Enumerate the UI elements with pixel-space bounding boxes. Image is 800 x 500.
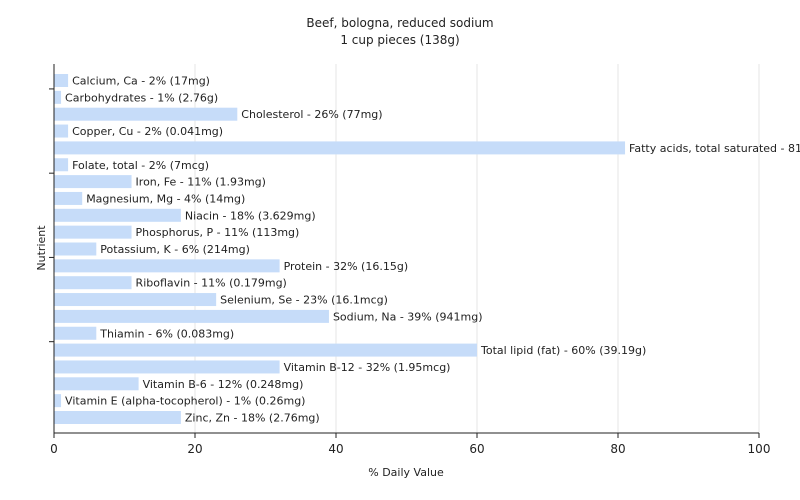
bar-label: Sodium, Na - 39% (941mg) bbox=[333, 310, 483, 323]
bar bbox=[54, 242, 97, 256]
bar-label: Zinc, Zn - 18% (2.76mg) bbox=[185, 412, 320, 425]
chart-subtitle: 1 cup pieces (138g) bbox=[340, 33, 459, 47]
x-tick-label: 40 bbox=[328, 442, 343, 456]
x-tick-label: 0 bbox=[50, 442, 58, 456]
bar bbox=[54, 191, 83, 205]
bar bbox=[54, 293, 217, 307]
bar-label: Potassium, K - 6% (214mg) bbox=[100, 243, 250, 256]
bar bbox=[54, 74, 69, 87]
x-tick-label: 80 bbox=[610, 442, 625, 456]
bar-label: Total lipid (fat) - 60% (39.19g) bbox=[480, 344, 646, 357]
bar-label: Riboflavin - 11% (0.179mg) bbox=[136, 277, 287, 290]
bar-label: Protein - 32% (16.15g) bbox=[284, 260, 409, 273]
bar-label: Magnesium, Mg - 4% (14mg) bbox=[86, 192, 245, 205]
x-axis-label: % Daily Value bbox=[368, 466, 444, 479]
bar-label: Selenium, Se - 23% (16.1mcg) bbox=[220, 294, 388, 307]
bar-label: Vitamin E (alpha-tocopherol) - 1% (0.26m… bbox=[65, 395, 305, 408]
bar bbox=[54, 411, 181, 424]
bar bbox=[54, 276, 132, 290]
y-axis-label: Nutrient bbox=[35, 225, 48, 271]
x-tick-label: 60 bbox=[469, 442, 484, 456]
bar bbox=[54, 377, 139, 391]
bar bbox=[54, 208, 181, 222]
bar-label: Cholesterol - 26% (77mg) bbox=[241, 108, 382, 121]
bar bbox=[54, 225, 132, 239]
bar-label: Niacin - 18% (3.629mg) bbox=[185, 209, 316, 222]
bar bbox=[54, 124, 69, 138]
y-axis-ticks bbox=[49, 88, 54, 343]
bars: Calcium, Ca - 2% (17mg) Carbohydrates - 1… bbox=[54, 74, 800, 425]
bar-label: Copper, Cu - 2% (0.041mg) bbox=[72, 125, 223, 138]
x-axis-ticks: 0 20 40 60 80 100 bbox=[50, 433, 770, 456]
bar bbox=[54, 309, 329, 323]
x-tick-label: 20 bbox=[187, 442, 202, 456]
bar bbox=[54, 394, 62, 408]
x-tick-label: 100 bbox=[748, 442, 771, 456]
bar bbox=[54, 360, 280, 374]
bar-label: Phosphorus, P - 11% (113mg) bbox=[136, 226, 300, 239]
bar-label: Vitamin B-6 - 12% (0.248mg) bbox=[143, 378, 304, 391]
bar bbox=[54, 175, 132, 189]
bar bbox=[54, 259, 280, 273]
bar bbox=[54, 326, 97, 340]
bar-label: Iron, Fe - 11% (1.93mg) bbox=[136, 176, 266, 189]
bar-label: Vitamin B-12 - 32% (1.95mcg) bbox=[284, 361, 451, 374]
bar bbox=[54, 141, 626, 155]
chart-title: Beef, bologna, reduced sodium bbox=[306, 16, 493, 30]
bar-label: Fatty acids, total saturated - 81% (16.1… bbox=[629, 142, 800, 155]
bar-label: Calcium, Ca - 2% (17mg) bbox=[72, 75, 210, 88]
bar bbox=[54, 107, 238, 121]
bar bbox=[54, 158, 69, 172]
bar-label: Thiamin - 6% (0.083mg) bbox=[99, 327, 234, 340]
bar bbox=[54, 90, 62, 104]
bar bbox=[54, 343, 477, 357]
bar-label: Folate, total - 2% (7mcg) bbox=[72, 159, 209, 172]
bar-label: Carbohydrates - 1% (2.76g) bbox=[65, 91, 218, 104]
